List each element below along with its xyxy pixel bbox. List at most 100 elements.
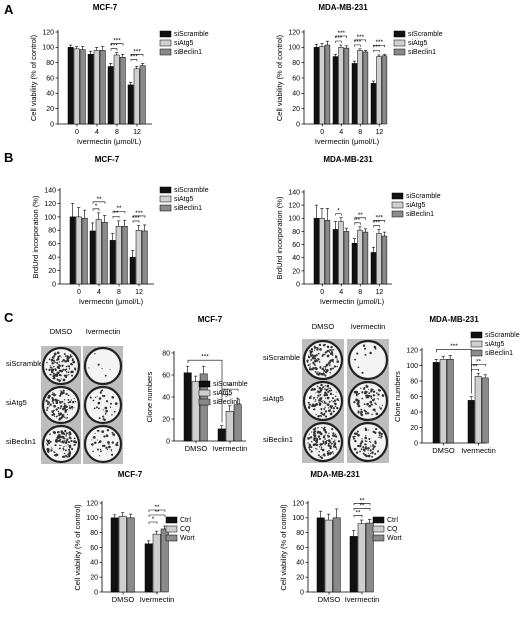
colony-dot bbox=[58, 369, 62, 372]
colony-dot bbox=[50, 368, 54, 372]
colony-dot bbox=[326, 403, 330, 407]
colony-dot bbox=[65, 371, 68, 373]
y-tick-label: 140 bbox=[44, 187, 56, 194]
colony-dot bbox=[46, 406, 49, 409]
y-tick-label: 60 bbox=[296, 545, 304, 552]
colony-dot bbox=[375, 427, 378, 431]
colony-dot bbox=[366, 440, 368, 443]
bar-sibeclin1 bbox=[362, 51, 369, 125]
significance-bracket bbox=[353, 508, 371, 511]
colony-dot bbox=[315, 442, 317, 444]
colony-dot bbox=[58, 433, 61, 437]
colony-dot bbox=[106, 449, 109, 451]
colony-dot bbox=[331, 451, 334, 453]
colony-dot bbox=[329, 445, 332, 448]
bar-siatg5 bbox=[113, 54, 120, 125]
y-axis-label: Clone numbers bbox=[393, 371, 402, 422]
colony-dot bbox=[371, 413, 373, 416]
colony-dot bbox=[357, 404, 361, 408]
colony-dot bbox=[71, 400, 75, 404]
significance-label: *** bbox=[375, 39, 383, 46]
colony-dot bbox=[315, 354, 318, 357]
colony-dot bbox=[367, 449, 369, 451]
colony-dot bbox=[66, 455, 69, 458]
colony-dot bbox=[372, 394, 375, 397]
colony-dot bbox=[334, 433, 337, 436]
colony-dot bbox=[357, 410, 360, 413]
colony-dot bbox=[63, 437, 66, 440]
bar-cq bbox=[357, 523, 366, 593]
colony-dot bbox=[317, 390, 321, 394]
legend-label-wort: Wort bbox=[387, 535, 402, 542]
legend-label-siscramble: siScramble bbox=[485, 332, 520, 339]
col-label-ivermectin: Ivermectin bbox=[86, 327, 121, 336]
y-tick-label: 40 bbox=[162, 394, 170, 401]
well-plate bbox=[83, 424, 123, 464]
colony-dot bbox=[53, 404, 56, 407]
colony-dot bbox=[323, 449, 325, 451]
colony-dot bbox=[52, 392, 54, 394]
colony-dot bbox=[365, 454, 368, 458]
colony-dot bbox=[356, 430, 359, 433]
colony-dot bbox=[58, 437, 60, 439]
y-axis-label: Cell viability (% of control) bbox=[29, 34, 38, 121]
colony-dot bbox=[320, 411, 323, 415]
colony-dot bbox=[68, 368, 71, 370]
well-plate bbox=[83, 385, 123, 425]
colony-dot bbox=[312, 355, 315, 358]
colony-dot bbox=[334, 405, 337, 408]
colony-dot bbox=[53, 352, 57, 356]
colony-dot bbox=[337, 399, 339, 401]
colony-dot bbox=[355, 451, 359, 454]
legend-label-siatg5: siAtg5 bbox=[408, 40, 428, 47]
panel-label-c: C bbox=[4, 310, 14, 325]
bar-sibeclin1 bbox=[99, 50, 106, 125]
colony-dot bbox=[316, 438, 319, 441]
colony-dot bbox=[373, 431, 377, 434]
colony-dot bbox=[312, 362, 315, 365]
chart-title: MCF-7 bbox=[93, 3, 118, 12]
row-label-siscramble: siScramble bbox=[6, 359, 43, 368]
bar-siscramble bbox=[89, 230, 96, 285]
colony-dot bbox=[46, 442, 48, 444]
colony-dot bbox=[317, 394, 320, 397]
colony-dot bbox=[56, 453, 59, 456]
colony-dot bbox=[314, 430, 317, 433]
y-axis-label: BrdUrd incorporation (%) bbox=[275, 196, 284, 279]
colony-dot bbox=[332, 410, 335, 413]
bar-siatg5 bbox=[376, 233, 382, 285]
y-tick-label: 40 bbox=[48, 255, 56, 262]
colony-dot bbox=[60, 391, 64, 395]
colony-dot bbox=[365, 435, 367, 437]
colony-dot bbox=[316, 348, 319, 351]
legend-swatch-sibeclin1 bbox=[393, 48, 406, 56]
colony-dot bbox=[319, 393, 322, 396]
colony-dot bbox=[362, 452, 365, 455]
significance-bracket bbox=[112, 210, 126, 214]
colony-dot bbox=[55, 373, 59, 377]
colony-dot bbox=[69, 450, 71, 452]
y-tick-label: 20 bbox=[90, 575, 98, 582]
colony-dot bbox=[325, 369, 329, 373]
colony-dot bbox=[335, 435, 338, 438]
colony-dot bbox=[69, 355, 72, 358]
y-tick-label: 100 bbox=[288, 216, 300, 223]
colony-dot bbox=[356, 352, 359, 355]
colony-dot bbox=[69, 432, 72, 436]
colony-dot bbox=[314, 400, 316, 403]
legend-swatch-sibeclin1 bbox=[159, 204, 172, 212]
bar-siatg5 bbox=[133, 68, 140, 125]
colony-dot bbox=[373, 408, 376, 411]
colony-dot bbox=[325, 397, 327, 399]
colony-dot bbox=[69, 437, 72, 440]
colony-dot bbox=[325, 393, 329, 397]
colony-dot bbox=[52, 402, 55, 404]
colony-dot bbox=[53, 365, 55, 368]
colony-dot bbox=[49, 441, 52, 443]
colony-dot bbox=[117, 444, 119, 446]
y-tick-label: 100 bbox=[292, 515, 304, 522]
legend-swatch-wort bbox=[372, 534, 385, 542]
colony-dot bbox=[371, 451, 374, 454]
colony-dot bbox=[313, 357, 317, 360]
colony-dot bbox=[361, 438, 363, 440]
